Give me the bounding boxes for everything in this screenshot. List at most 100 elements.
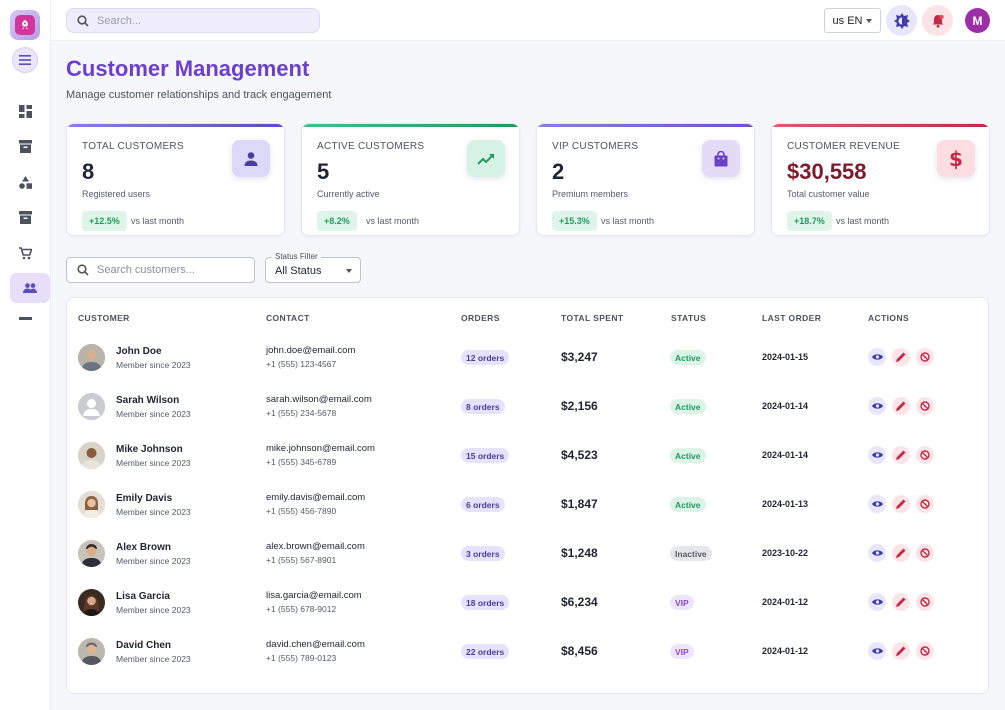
pencil-icon <box>896 352 906 362</box>
customer-email: emily.davis@email.com <box>266 492 366 503</box>
sidebar <box>0 0 51 710</box>
card-accent-bar <box>537 124 754 127</box>
customer-phone: +1 (555) 234-5678 <box>266 408 337 418</box>
block-button[interactable] <box>916 446 934 464</box>
column-header-status: STATUS <box>671 313 707 323</box>
customer-phone: +1 (555) 123-4567 <box>266 359 337 369</box>
stat-label: ACTIVE CUSTOMERS <box>317 141 425 152</box>
status-filter-select[interactable]: Status Filter All Status <box>265 252 361 283</box>
search-placeholder: Search... <box>97 14 142 27</box>
stat-card-active-customers: ACTIVE CUSTOMERS 5 Currently active +8.2… <box>301 123 520 236</box>
view-button[interactable] <box>868 593 886 611</box>
table-row[interactable]: Alex Brown Member since 2023 alex.brown@… <box>67 532 988 580</box>
stat-change-badge: +15.3% <box>552 211 597 231</box>
block-button[interactable] <box>916 593 934 611</box>
customer-name: Alex Brown <box>116 542 172 553</box>
eye-icon <box>871 648 883 654</box>
edit-button[interactable] <box>892 446 910 464</box>
card-accent-bar <box>772 124 989 127</box>
global-search-input[interactable]: Search... <box>66 8 320 33</box>
user-avatar[interactable]: M <box>965 8 990 33</box>
customer-email: alex.brown@email.com <box>266 541 365 552</box>
search-icon <box>77 264 89 276</box>
eye-icon <box>871 550 883 556</box>
edit-button[interactable] <box>892 642 910 660</box>
view-button[interactable] <box>868 495 886 513</box>
stat-card-vip-customers: VIP CUSTOMERS 2 Premium members +15.3% v… <box>536 123 755 236</box>
table-row[interactable]: John Doe Member since 2023 john.doe@emai… <box>67 336 988 384</box>
customer-avatar <box>78 491 105 518</box>
block-icon <box>920 352 930 362</box>
edit-button[interactable] <box>892 348 910 366</box>
view-button[interactable] <box>868 348 886 366</box>
total-spent: $6,234 <box>561 595 598 609</box>
more-menu-icon[interactable] <box>18 314 33 320</box>
block-button[interactable] <box>916 348 934 366</box>
edit-button[interactable] <box>892 397 910 415</box>
customer-since: Member since 2023 <box>116 654 191 664</box>
page-subtitle: Manage customer relationships and track … <box>66 89 332 101</box>
block-icon <box>920 401 930 411</box>
orders-badge: 18 orders <box>461 595 510 610</box>
inventory-icon[interactable] <box>18 210 33 225</box>
block-button[interactable] <box>916 642 934 660</box>
notifications-button[interactable] <box>922 5 953 36</box>
column-header-customer: CUSTOMER <box>78 313 130 323</box>
customer-avatar <box>78 442 105 469</box>
edit-button[interactable] <box>892 544 910 562</box>
rocket-icon <box>15 15 35 35</box>
theme-toggle-button[interactable] <box>886 5 917 36</box>
customer-phone: +1 (555) 345-6789 <box>266 457 337 467</box>
bell-icon <box>932 14 944 28</box>
status-badge: Active <box>670 399 706 414</box>
block-icon <box>920 646 930 656</box>
customer-search-input[interactable]: Search customers... <box>66 257 255 283</box>
table-row[interactable]: Emily Davis Member since 2023 emily.davi… <box>67 483 988 531</box>
total-spent: $8,456 <box>561 644 598 658</box>
customer-since: Member since 2023 <box>116 605 191 615</box>
customer-email: sarah.wilson@email.com <box>266 394 372 405</box>
stat-comparison: vs last month <box>131 216 185 226</box>
stat-change-badge: +12.5% <box>82 211 127 231</box>
stat-change-badge: +18.7% <box>787 211 832 231</box>
column-header-total-spent: TOTAL SPENT <box>561 313 624 323</box>
total-spent: $2,156 <box>561 399 598 413</box>
app-logo[interactable] <box>10 10 40 40</box>
customer-avatar <box>78 393 105 420</box>
view-button[interactable] <box>868 642 886 660</box>
column-header-orders: ORDERS <box>461 313 500 323</box>
dashboard-icon[interactable] <box>18 104 33 119</box>
customer-name: Sarah Wilson <box>116 395 180 406</box>
table-row[interactable]: Mike Johnson Member since 2023 mike.john… <box>67 434 988 482</box>
block-button[interactable] <box>916 397 934 415</box>
language-select[interactable]: us EN <box>824 8 881 33</box>
table-row[interactable]: Lisa Garcia Member since 2023 lisa.garci… <box>67 581 988 629</box>
stat-description: Registered users <box>82 189 151 199</box>
status-badge: VIP <box>670 644 694 659</box>
edit-button[interactable] <box>892 495 910 513</box>
view-button[interactable] <box>868 544 886 562</box>
total-spent: $1,847 <box>561 497 598 511</box>
category-shapes-icon[interactable] <box>18 175 33 190</box>
top-header: Search... us EN M <box>51 0 1005 41</box>
status-filter-label: Status Filter <box>272 252 321 261</box>
pencil-icon <box>896 401 906 411</box>
menu-toggle-button[interactable] <box>12 47 38 73</box>
view-button[interactable] <box>868 397 886 415</box>
orders-badge: 15 orders <box>461 448 510 463</box>
cart-icon[interactable] <box>18 246 33 261</box>
view-button[interactable] <box>868 446 886 464</box>
column-header-contact: CONTACT <box>266 313 310 323</box>
stat-change-badge: +8.2% <box>317 211 357 231</box>
block-button[interactable] <box>916 544 934 562</box>
edit-button[interactable] <box>892 593 910 611</box>
chevron-down-icon <box>346 269 352 273</box>
block-button[interactable] <box>916 495 934 513</box>
customer-search-placeholder: Search customers... <box>97 264 195 276</box>
table-row[interactable]: David Chen Member since 2023 david.chen@… <box>67 630 988 678</box>
block-icon <box>920 499 930 509</box>
archive-icon[interactable] <box>18 139 33 154</box>
table-row[interactable]: Sarah Wilson Member since 2023 sarah.wil… <box>67 385 988 433</box>
sidebar-item-customers[interactable] <box>10 273 50 303</box>
card-accent-bar <box>67 124 284 127</box>
